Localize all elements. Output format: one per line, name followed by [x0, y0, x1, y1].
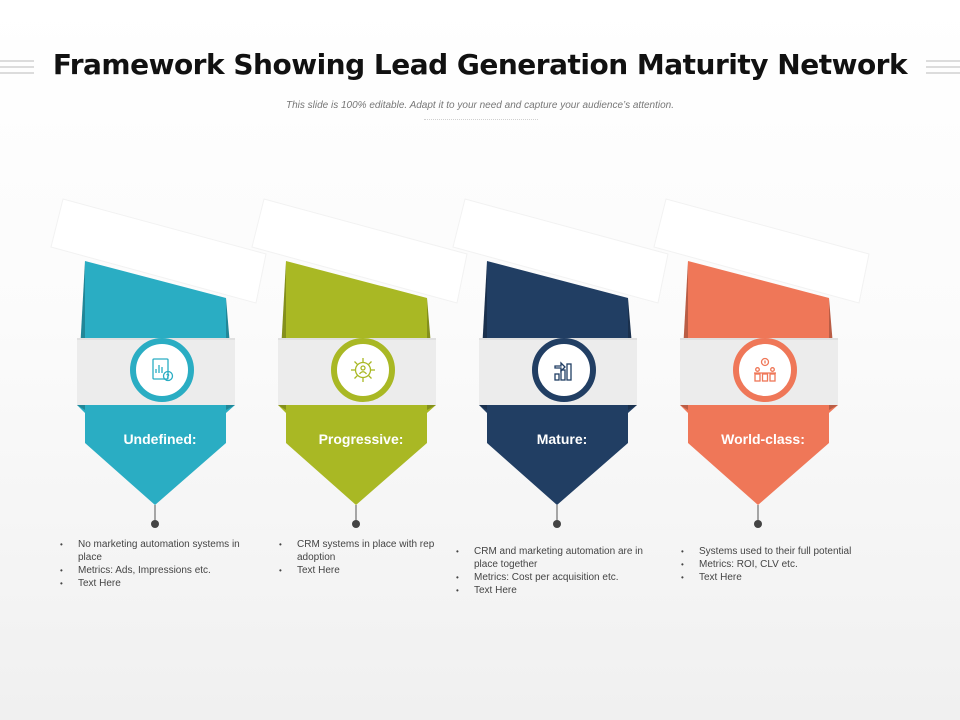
stage-undefined: ? Undefined:	[50, 195, 281, 555]
list-item: Systems used to their full potential	[681, 545, 899, 558]
list-item: No marketing automation systems in place	[60, 538, 263, 564]
list-item: Metrics: ROI, CLV etc.	[681, 558, 899, 571]
subtitle-divider	[424, 119, 538, 120]
list-item: Metrics: Cost per acquisition etc.	[456, 571, 664, 584]
stage-label: Mature:	[536, 431, 588, 447]
growth-chart-icon	[554, 361, 572, 381]
svg-text:?: ?	[166, 374, 169, 381]
title-decoration-left	[0, 60, 34, 82]
stage-bullets-mature: CRM and marketing automation are in plac…	[456, 545, 664, 597]
stage-bullets-progressive: CRM systems in place with rep adoption T…	[279, 538, 457, 577]
stage-progressive: Progressive:	[251, 195, 482, 555]
report-icon: ?	[152, 358, 174, 382]
list-item: Text Here	[60, 577, 263, 590]
title-row: Framework Showing Lead Generation Maturi…	[0, 46, 960, 96]
stage-icon-ring	[331, 338, 395, 402]
title-decoration-right	[926, 60, 960, 82]
list-item: CRM systems in place with rep adoption	[279, 538, 457, 564]
stage-shape	[50, 198, 267, 528]
stage-label: Undefined:	[123, 431, 197, 447]
list-item: CRM and marketing automation are in plac…	[456, 545, 664, 571]
stage-icon-ring	[733, 338, 797, 402]
page-title: Framework Showing Lead Generation Maturi…	[52, 48, 908, 81]
stage-label: World-class:	[721, 431, 805, 447]
stage-icon-ring: ?	[130, 338, 194, 402]
stage-world-class: World-class:	[653, 195, 884, 555]
stage-bullets-world-class: Systems used to their full potential Met…	[681, 545, 899, 584]
stage-mature: Mature:	[452, 195, 683, 555]
team-idea-icon	[754, 357, 776, 382]
stage-label: Progressive:	[318, 431, 404, 447]
stage-bullets-undefined: No marketing automation systems in place…	[60, 538, 263, 590]
stage-icon-ring	[532, 338, 596, 402]
page-subtitle: This slide is 100% editable. Adapt it to…	[285, 100, 675, 111]
list-item: Text Here	[456, 584, 664, 597]
list-item: Text Here	[681, 571, 899, 584]
list-item: Metrics: Ads, Impressions etc.	[60, 564, 263, 577]
list-item: Text Here	[279, 564, 457, 577]
gear-person-icon	[351, 358, 375, 382]
